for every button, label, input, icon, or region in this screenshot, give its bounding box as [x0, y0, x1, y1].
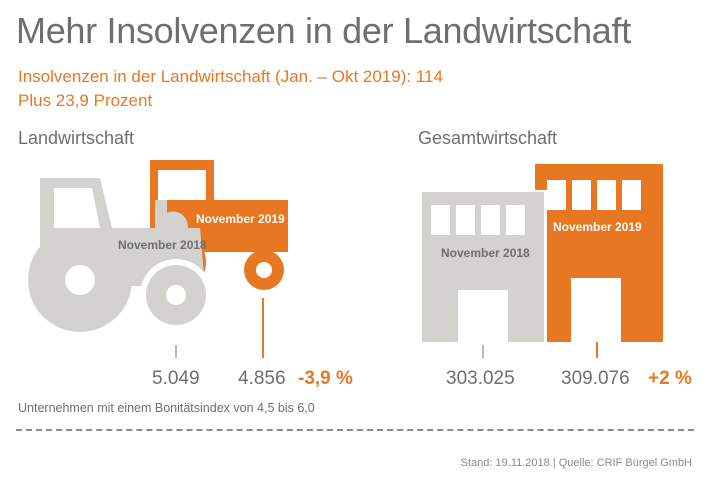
subtitle-line-1: Insolvenzen in der Landwirtschaft (Jan. … [18, 67, 443, 86]
building-2018-icon [419, 190, 547, 342]
building-label-2019: November 2019 [553, 220, 642, 234]
footnote: Unternehmen mit einem Bonitätsindex von … [18, 401, 315, 415]
tractor-label-2019: November 2019 [196, 212, 285, 226]
section-heading-gesamtwirtschaft: Gesamtwirtschaft [418, 128, 558, 148]
value-landwirtschaft-2019: 4.856 [238, 368, 286, 389]
divider [16, 429, 694, 431]
value-gesamtwirtschaft-2019: 309.076 [561, 368, 630, 389]
change-landwirtschaft: -3,9 % [298, 368, 353, 389]
tractor-2018-icon [22, 178, 212, 338]
change-gesamtwirtschaft: +2 % [648, 368, 692, 389]
subtitle-line-2: Plus 23,9 Prozent [18, 91, 153, 110]
building-2019-icon [535, 164, 663, 342]
value-gesamtwirtschaft-2018: 303.025 [446, 368, 515, 389]
section-heading-landwirtschaft: Landwirtschaft [18, 128, 135, 148]
page-title: Mehr Insolvenzen in der Landwirtschaft [16, 10, 631, 51]
source-note: Stand: 19.11.2018 | Quelle: CRIF Bürgel … [460, 457, 692, 469]
value-landwirtschaft-2018: 5.049 [152, 368, 200, 389]
tractor-label-2018: November 2018 [118, 238, 207, 252]
building-label-2018: November 2018 [441, 246, 530, 260]
